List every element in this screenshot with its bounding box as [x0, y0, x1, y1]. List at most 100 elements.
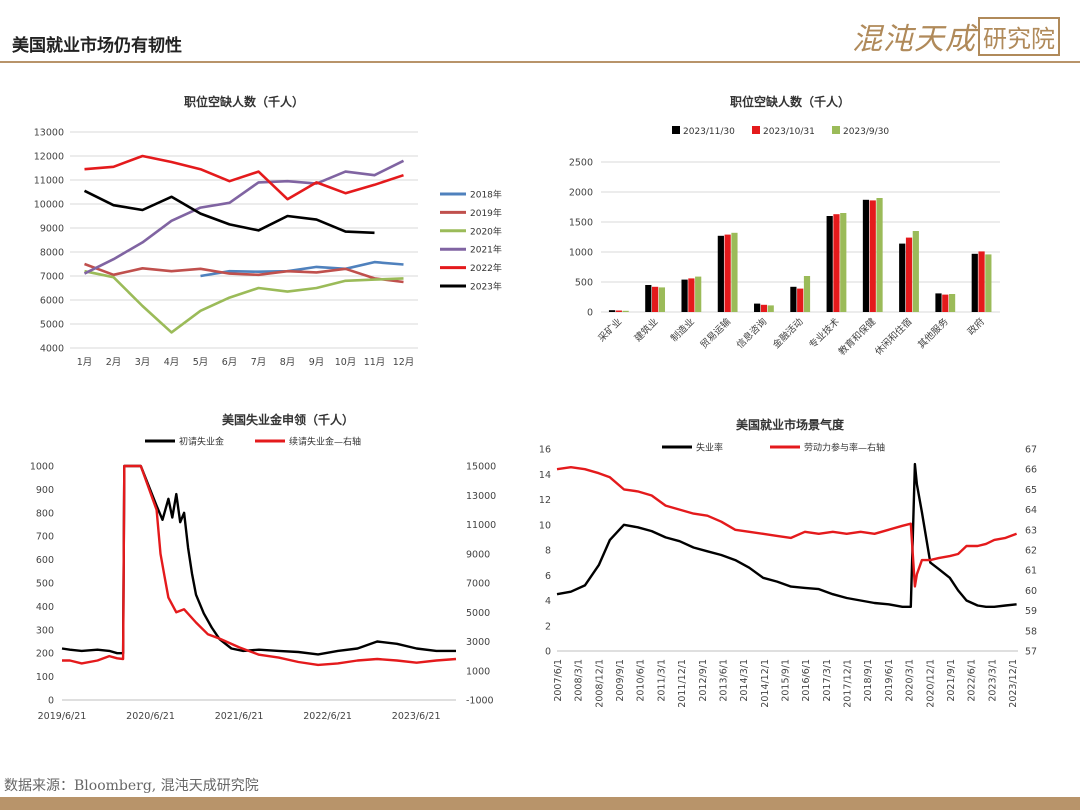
series-line	[84, 262, 404, 284]
y2-tick-label: -1000	[466, 696, 494, 707]
bar	[754, 303, 761, 312]
y-tick-label: 16	[539, 445, 551, 456]
x-tick-label: 2016/6/1	[801, 659, 812, 702]
x-category-label: 休闲和住宿	[872, 316, 914, 358]
x-tick-label: 4月	[164, 357, 180, 368]
y-tick-label: 0	[587, 308, 593, 319]
series-line	[83, 159, 405, 275]
legend-label: 劳动力参与率—右轴	[804, 442, 885, 454]
y-tick-label: 8	[545, 546, 551, 557]
x-category-label: 金融活动	[770, 316, 805, 351]
y2-tick-label: 9000	[466, 549, 490, 560]
bar	[622, 310, 629, 312]
data-source-note: 数据来源：Bloomberg, 混沌天成研究院	[4, 778, 259, 794]
y2-tick-label: 66	[1025, 465, 1037, 476]
x-tick-label: 2017/12/1	[843, 659, 854, 708]
y-tick-label: 2	[545, 621, 551, 632]
bar	[658, 287, 666, 312]
y-tick-label: 10	[539, 520, 551, 531]
legend-label: 续请失业金—右轴	[289, 436, 361, 448]
bar	[912, 231, 919, 312]
legend-label: 2023年	[470, 281, 502, 293]
y-tick-label: 12	[539, 495, 551, 506]
chart-openings-by-industry: 职位空缺人数（千人） 0 500 1000 1500 2000 2500 2023/11/30…	[569, 94, 1000, 358]
x-tick-label: 2011/3/1	[656, 659, 667, 702]
x-category-label: 政府	[965, 315, 987, 337]
x-tick-label: 1月	[77, 357, 93, 368]
x-tick-label: 2017/3/1	[822, 659, 833, 702]
x-tick-label: 2022/6/1	[967, 659, 978, 702]
chart-openings-by-year: 职位空缺人数（千人） 4000 5000 6000 7000 8000 9000 10000 1…	[34, 94, 502, 368]
x-tick-label: 2014/3/1	[739, 659, 750, 702]
y2-tick-label: 58	[1025, 626, 1037, 637]
y-tick-label: 10000	[34, 200, 64, 211]
x-tick-label: 6月	[222, 357, 238, 368]
x-tick-label: 2008/12/1	[594, 659, 605, 708]
y2-tick-label: 5000	[466, 608, 490, 619]
y-tick-label: 0	[545, 647, 551, 658]
y2-tick-label: 63	[1025, 525, 1037, 536]
page-title: 美国就业市场仍有韧性	[12, 36, 182, 56]
legend-label: 2023/11/30	[683, 127, 735, 137]
y-tick-label: 13000	[34, 128, 64, 139]
x-tick-label: 9月	[309, 357, 325, 368]
bar	[760, 304, 768, 312]
x-tick-label: 2020/12/1	[925, 659, 936, 708]
y2-tick-label: 7000	[466, 579, 490, 590]
chart-title: 美国就业市场景气度	[736, 417, 845, 432]
chart-title: 美国失业金申领（千人）	[222, 412, 354, 427]
x-tick-label: 2020/6/21	[126, 711, 175, 722]
bar	[948, 294, 956, 312]
legend-label: 2018年	[470, 189, 502, 201]
y-tick-label: 14	[539, 470, 551, 481]
y2-tick-label: 62	[1025, 546, 1037, 557]
y-tick-label: 900	[36, 485, 54, 496]
bar	[767, 305, 774, 312]
x-tick-label: 2020/3/1	[905, 659, 916, 702]
y-tick-label: 1000	[569, 248, 593, 259]
y2-tick-label: 13000	[466, 491, 496, 502]
bar	[717, 235, 724, 312]
x-tick-label: 2021/9/1	[946, 659, 957, 702]
x-category-label: 其他服务	[915, 315, 951, 351]
x-tick-label: 2019/6/21	[38, 711, 87, 722]
x-tick-label: 2014/12/1	[760, 659, 771, 708]
y2-tick-label: 59	[1025, 606, 1037, 617]
legend-label: 2021年	[470, 244, 502, 256]
bar	[695, 276, 702, 312]
y-tick-label: 6	[545, 571, 551, 582]
x-tick-label: 8月	[280, 357, 296, 368]
y-tick-label: 400	[36, 602, 54, 613]
bar	[840, 213, 847, 312]
legend-label: 失业率	[696, 442, 723, 454]
legend-label: 2023/9/30	[843, 127, 889, 137]
legend-swatch	[752, 126, 760, 134]
bar	[731, 232, 738, 312]
bar	[790, 286, 797, 312]
y2-tick-label: 64	[1025, 505, 1037, 516]
bar	[826, 216, 833, 312]
y-tick-label: 12000	[34, 152, 64, 163]
x-tick-label: 2022/6/21	[303, 711, 352, 722]
y2-tick-label: 11000	[466, 520, 496, 531]
legend-label: 2019年	[470, 207, 502, 219]
bar	[645, 285, 652, 312]
x-category-label: 信息咨询	[734, 316, 769, 351]
bar	[971, 253, 978, 312]
series-line	[556, 462, 1017, 608]
legend-label: 2023/10/31	[763, 127, 815, 137]
y-tick-label: 300	[36, 625, 54, 636]
header-divider	[0, 61, 1080, 63]
y-tick-label: 6000	[40, 296, 64, 307]
bar	[905, 237, 913, 312]
x-category-label: 贸易运输	[698, 315, 734, 351]
y-tick-label: 500	[36, 579, 54, 590]
y2-tick-label: 60	[1025, 586, 1037, 597]
bar	[935, 293, 942, 312]
bar	[724, 234, 731, 312]
x-category-label: 专业技术	[807, 315, 843, 351]
y-tick-label: 5000	[40, 320, 64, 331]
x-tick-label: 2007/6/1	[553, 659, 564, 702]
bar	[681, 279, 688, 312]
series-line	[200, 260, 404, 278]
